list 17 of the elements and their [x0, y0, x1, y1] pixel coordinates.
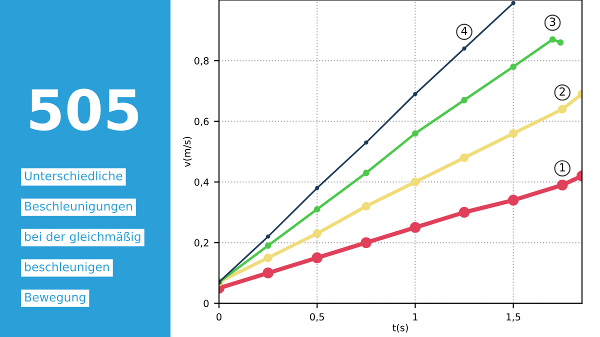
y-tick-label: 0,6: [194, 118, 209, 126]
series-label: 2: [560, 87, 565, 96]
y-tick-label: 0,8: [194, 57, 209, 66]
x-tick-label: 0,5: [310, 313, 324, 322]
x-tick-label: 1,5: [506, 313, 520, 322]
x-tick-label: 0: [216, 313, 222, 321]
x-tick-label: 1: [413, 313, 418, 320]
chart-title: Unterschiedliche Beschleunigungen bei der gleichmäßig beschleunigen Bewegung: [25, 171, 140, 304]
y-tick-label: 0,4: [194, 178, 209, 187]
x-axis-title: t(s): [392, 324, 408, 332]
series-label: 4: [461, 26, 468, 35]
text: 505: [30, 88, 138, 131]
y-tick-label: 0: [204, 300, 209, 308]
y-axis-title: v(m/s): [183, 136, 192, 167]
series-label: 1: [560, 163, 565, 172]
y-tick-label: 0,2: [194, 239, 208, 248]
series-label: 3: [550, 18, 556, 26]
